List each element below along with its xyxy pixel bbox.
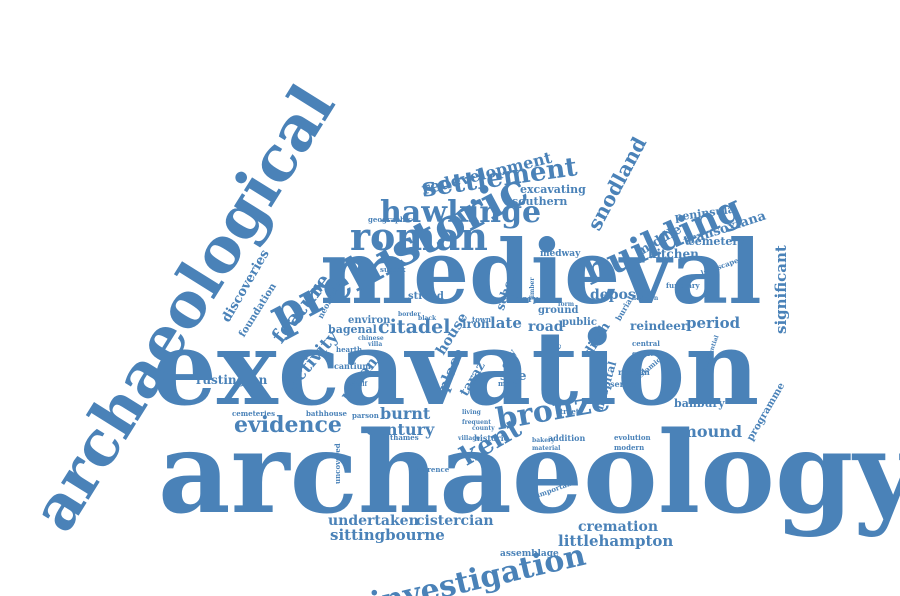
- cloud-word: behalf: [346, 381, 368, 388]
- cloud-word: historic: [474, 433, 509, 443]
- cloud-word: deposit: [590, 287, 648, 303]
- cloud-word: funerary: [666, 281, 700, 290]
- cloud-word: addition: [548, 433, 586, 443]
- cloud-word: county: [472, 425, 495, 432]
- cloud-word: mary: [498, 379, 518, 388]
- cloud-word: rustington: [196, 373, 268, 387]
- cloud-word: ground: [538, 305, 579, 316]
- cloud-word: road: [528, 319, 564, 335]
- cloud-word: century: [366, 420, 435, 439]
- cloud-word: friary: [510, 295, 538, 305]
- cloud-word: timber: [529, 277, 536, 300]
- cloud-word: villa: [368, 341, 383, 348]
- cloud-word: town: [472, 315, 492, 324]
- cloud-word: kitchen: [648, 247, 699, 261]
- cloud-word: mound: [680, 422, 743, 441]
- cloud-word: medway: [540, 249, 581, 259]
- cloud-word: material: [532, 445, 561, 452]
- cloud-word: division: [632, 295, 659, 302]
- cloud-word: frequent: [462, 419, 492, 426]
- cloud-word: bakery: [532, 437, 555, 444]
- cloud-word: cemetery: [688, 235, 745, 248]
- cloud-word: living: [462, 409, 481, 416]
- cloud-word: littlehampton: [558, 532, 674, 550]
- cloud-word: period: [686, 314, 741, 332]
- cloud-word: cantium: [334, 361, 371, 371]
- cloud-word: strood: [408, 291, 444, 302]
- cloud-word: reindeer: [630, 319, 688, 333]
- cloud-word: chinese: [358, 335, 384, 342]
- cloud-word: parson: [352, 411, 379, 420]
- cloud-word: burnt: [380, 404, 431, 423]
- cloud-word: sittingbourne: [330, 526, 445, 544]
- cloud-word: significant: [772, 245, 790, 334]
- cloud-word: evidence: [234, 412, 342, 438]
- cloud-word: lawrence: [414, 465, 450, 474]
- cloud-word: bagenal: [328, 323, 377, 336]
- cloud-word: banbury: [674, 397, 725, 410]
- cloud-word: citadel: [378, 316, 451, 338]
- cloud-word: public: [562, 317, 597, 328]
- cloud-word: village: [458, 435, 481, 442]
- cloud-word: cremation: [578, 519, 658, 535]
- cloud-word: undertaken: [328, 513, 419, 529]
- cloud-word: roman: [350, 214, 488, 259]
- cloud-word: geographic: [368, 215, 413, 224]
- cloud-word: snodland: [582, 132, 652, 235]
- cloud-word: archaeology: [158, 408, 900, 539]
- cloud-word: medieval: [320, 220, 762, 324]
- cloud-word: environ: [348, 315, 391, 326]
- cloud-word: thames: [390, 433, 419, 442]
- cloud-word: border: [398, 311, 421, 318]
- cloud-word: hearth: [336, 345, 363, 354]
- cloud-word: late: [490, 314, 522, 332]
- cloud-word: evolution: [614, 433, 651, 442]
- cloud-word: street: [556, 407, 580, 416]
- cloud-word: assemblage: [500, 549, 559, 559]
- cloud-word: series: [610, 379, 637, 389]
- cloud-word: hawkinge: [380, 195, 542, 230]
- cloud-word: site: [500, 369, 527, 384]
- cloud-word: excavation: [152, 309, 760, 429]
- cloud-word: excavating: [520, 183, 586, 196]
- cloud-word: cistercian: [416, 513, 494, 529]
- cloud-word: sussex: [380, 265, 406, 274]
- cloud-word: central: [632, 339, 660, 348]
- cloud-word: cemeteries: [232, 409, 276, 418]
- cloud-word: iron: [462, 317, 490, 331]
- cloud-word: earliest: [632, 349, 662, 358]
- cloud-word: form: [558, 301, 575, 308]
- cloud-word: remain: [618, 367, 650, 377]
- cloud-word: bathhouse: [306, 409, 347, 418]
- cloud-word: modern: [614, 443, 645, 452]
- cloud-word: uncovered: [333, 443, 342, 484]
- cloud-word: black: [418, 315, 437, 322]
- cloud-word: southern: [512, 195, 568, 208]
